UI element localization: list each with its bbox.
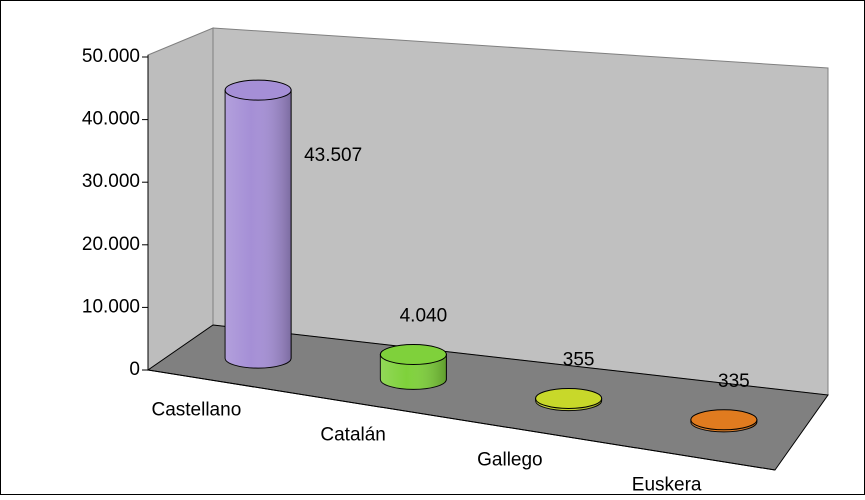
side-wall <box>147 27 214 371</box>
bar-top <box>379 343 447 365</box>
y-tick-label: 50.000 <box>82 46 140 67</box>
bar-top <box>224 79 292 101</box>
value-label: 43.507 <box>304 145 362 166</box>
x-axis <box>147 369 776 471</box>
bar <box>690 409 758 433</box>
x-tick-label: Euskera <box>632 475 702 495</box>
value-label: 355 <box>563 349 595 370</box>
y-tick-label: 40.000 <box>82 109 140 130</box>
y-tick-label: 30.000 <box>82 171 140 192</box>
x-tick-label: Gallego <box>477 450 543 471</box>
plot: 0 10.000 20.000 30.000 40.000 50.000 43.507 Cas… <box>82 46 758 496</box>
y-tick-label: 0 <box>129 359 140 380</box>
y-tick-label: 20.000 <box>82 234 140 255</box>
bar <box>224 79 292 369</box>
bar <box>535 387 603 412</box>
bar-shade <box>225 90 292 369</box>
bar-top <box>690 409 758 431</box>
x-tick-label: Catalán <box>320 425 386 446</box>
bar-top <box>535 387 603 409</box>
x-tick-label: Castellano <box>151 400 241 421</box>
value-label: 335 <box>718 371 750 392</box>
y-tick-label: 10.000 <box>82 296 140 317</box>
bar <box>379 343 447 390</box>
value-label: 4.040 <box>400 306 448 327</box>
